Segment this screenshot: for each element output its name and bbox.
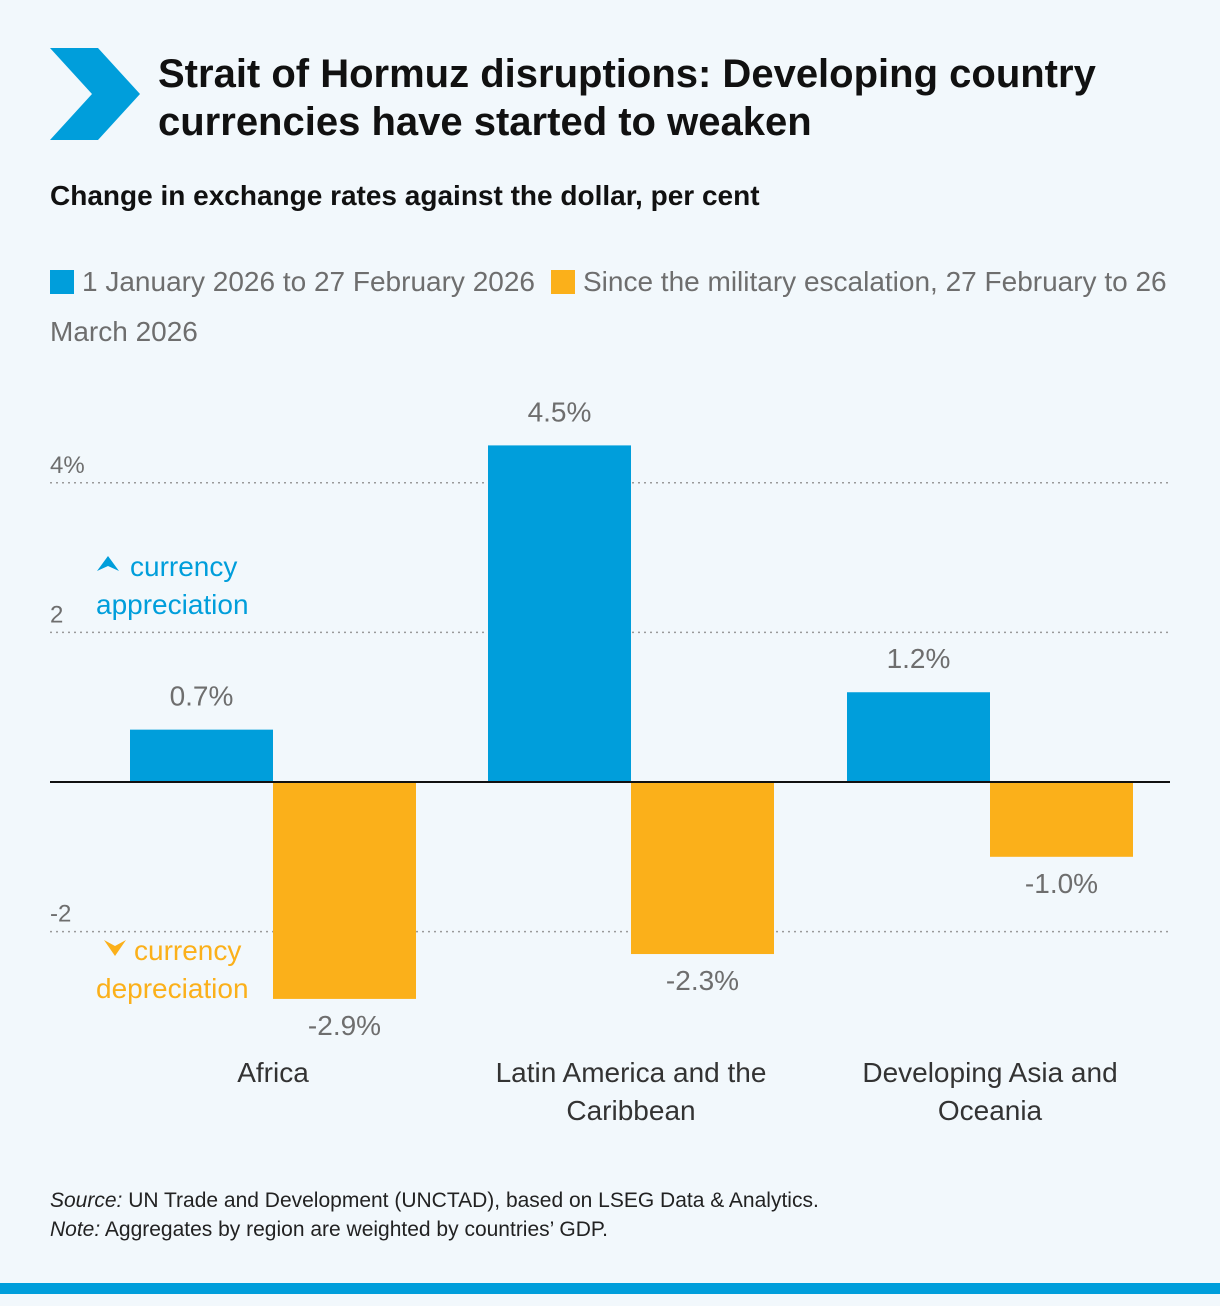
bar-feb-mar-1: [631, 782, 774, 955]
arrow-down-icon: [104, 940, 126, 956]
depreciation-label-line1: currency: [134, 935, 241, 966]
chevron-right-icon: [50, 48, 140, 140]
source-label: Source:: [50, 1189, 123, 1212]
bar-feb-mar-2: [990, 782, 1133, 857]
data-label: 0.7%: [170, 681, 234, 712]
category-label-line: Developing Asia and: [862, 1057, 1117, 1088]
arrow-up-icon: [97, 556, 119, 571]
category-label-line: Latin America and the: [496, 1057, 767, 1088]
note-text: Aggregates by region are weighted by cou…: [100, 1218, 609, 1241]
y-tick-label: 4%: [50, 452, 85, 479]
legend-label-series-1: 1 January 2026 to 27 February 2026: [82, 266, 535, 297]
appreciation-label-line2: appreciation: [96, 589, 249, 620]
legend-label-series-2: Since the military escalation, 27 Februa…: [50, 266, 1167, 347]
chart-footer: Source: UN Trade and Development (UNCTAD…: [50, 1186, 819, 1244]
category-label: Africa: [237, 1057, 309, 1088]
source-line: Source: UN Trade and Development (UNCTAD…: [50, 1186, 819, 1215]
bar-jan-feb-1: [488, 445, 631, 782]
bar-feb-mar-0: [273, 782, 416, 999]
bar-chart: 4% 2 -2 currency appreciation currency depreci…: [50, 396, 1170, 1126]
category-label: Developing Asia and Oceania: [862, 1057, 1117, 1126]
y-tick-label: -2: [50, 901, 71, 928]
data-label: -1.0%: [1025, 868, 1098, 899]
data-label: -2.3%: [666, 965, 739, 996]
source-text: UN Trade and Development (UNCTAD), based…: [122, 1189, 819, 1212]
category-label-line: Africa: [237, 1057, 309, 1088]
note-line: Note: Aggregates by region are weighted …: [50, 1215, 819, 1244]
data-label: 4.5%: [528, 396, 592, 427]
chart-subtitle: Change in exchange rates against the dol…: [50, 180, 760, 211]
note-label: Note:: [50, 1218, 101, 1241]
data-label: 1.2%: [887, 643, 951, 674]
page-title: Strait of Hormuz disruptions: Developing…: [158, 52, 1096, 144]
category-label-line: Oceania: [938, 1095, 1043, 1126]
category-label-line: Caribbean: [566, 1095, 695, 1126]
appreciation-label-line1: currency: [130, 551, 237, 582]
data-label: -2.9%: [308, 1010, 381, 1041]
category-label: Latin America and the Caribbean: [496, 1057, 767, 1126]
bar-jan-feb-0: [130, 729, 273, 782]
legend-swatch-series-1: [50, 270, 74, 294]
legend-swatch-series-2: [550, 270, 575, 294]
y-tick-label: 2: [50, 601, 63, 628]
depreciation-label-line2: depreciation: [96, 973, 249, 1004]
bar-jan-feb-2: [847, 692, 990, 782]
chart-legend: 1 January 2026 to 27 February 2026 Since …: [50, 257, 1170, 357]
bottom-accent-bar: [0, 1283, 1220, 1294]
